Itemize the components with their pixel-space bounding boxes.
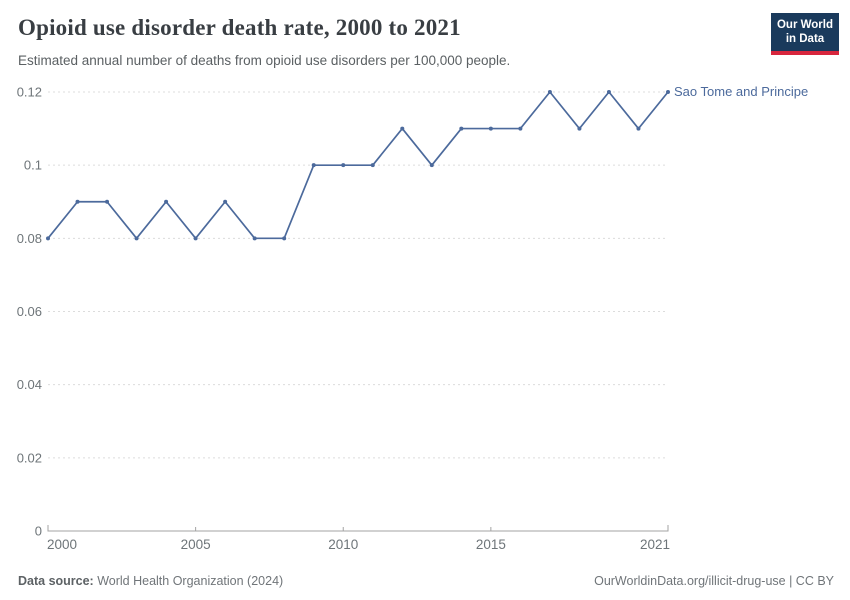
data-point[interactable]: [134, 236, 139, 241]
data-point[interactable]: [75, 199, 80, 204]
page-title: Opioid use disorder death rate, 2000 to …: [18, 15, 461, 40]
data-point[interactable]: [577, 126, 582, 131]
x-tick-label: 2015: [476, 537, 506, 552]
data-point[interactable]: [459, 126, 464, 131]
data-source: Data source: World Health Organization (…: [18, 574, 283, 588]
series-label[interactable]: Sao Tome and Principe: [674, 84, 808, 99]
x-tick-label: 2000: [47, 537, 77, 552]
owid-logo-line1: Our World: [776, 19, 833, 31]
credit-link[interactable]: OurWorldinData.org/illicit-drug-use | CC…: [594, 574, 834, 588]
data-point[interactable]: [606, 90, 611, 94]
y-tick-label: 0.1: [24, 158, 42, 173]
owid-logo-line2: in Data: [785, 33, 825, 46]
data-point[interactable]: [429, 163, 434, 168]
x-axis: [47, 525, 669, 532]
owid-logo[interactable]: Our World in Data: [771, 13, 839, 55]
y-tick-label: 0.12: [17, 85, 42, 100]
data-point[interactable]: [282, 236, 287, 241]
chart-subtitle: Estimated annual number of deaths from o…: [18, 53, 511, 68]
data-line-sao-tome-and-principe[interactable]: [47, 91, 669, 240]
data-point[interactable]: [666, 90, 670, 94]
x-tick-label: 2010: [328, 537, 358, 552]
data-point[interactable]: [636, 126, 641, 131]
data-point[interactable]: [311, 163, 316, 168]
data-point[interactable]: [547, 90, 552, 94]
data-point[interactable]: [223, 199, 228, 204]
y-tick-label: 0.04: [17, 377, 42, 392]
x-tick-label: 2021: [640, 537, 670, 552]
data-point[interactable]: [341, 163, 346, 168]
data-point[interactable]: [105, 199, 110, 204]
data-source-label: Data source:: [18, 574, 94, 588]
y-tick-label: 0: [35, 524, 42, 539]
data-point[interactable]: [518, 126, 523, 131]
data-point[interactable]: [252, 236, 257, 241]
data-point[interactable]: [193, 236, 198, 241]
data-point[interactable]: [46, 236, 50, 241]
data-source-value: World Health Organization (2024): [93, 574, 284, 588]
y-tick-label: 0.06: [17, 304, 42, 319]
data-point[interactable]: [488, 126, 493, 131]
chart-footer: Data source: World Health Organization (…: [18, 574, 834, 588]
y-tick-label: 0.08: [17, 231, 42, 246]
data-point[interactable]: [400, 126, 405, 131]
data-point[interactable]: [164, 199, 169, 204]
x-tick-label: 2005: [181, 537, 211, 552]
y-tick-label: 0.02: [17, 450, 42, 465]
data-point[interactable]: [370, 163, 375, 168]
